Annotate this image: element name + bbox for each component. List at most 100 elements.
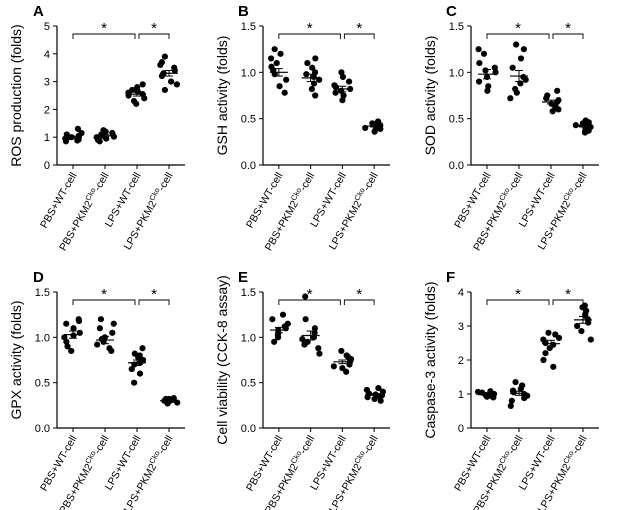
y-tick-label: 0.0 <box>241 160 256 172</box>
data-point <box>339 365 346 372</box>
significance-star: * <box>356 286 362 303</box>
significance-star: * <box>565 20 571 37</box>
data-point <box>474 388 482 396</box>
data-point <box>507 402 514 409</box>
data-point <box>279 311 287 318</box>
data-point <box>283 76 290 83</box>
y-tick-label: 1.5 <box>35 287 50 299</box>
data-point <box>508 397 515 404</box>
significance-star: * <box>101 20 107 37</box>
significance-star: * <box>515 286 521 303</box>
data-point <box>273 59 280 67</box>
data-point <box>331 82 338 89</box>
significance-star: * <box>151 286 157 303</box>
data-point <box>171 64 178 71</box>
data-point <box>554 87 561 94</box>
y-tick-label: 2 <box>458 355 464 367</box>
significance-bracket <box>486 299 550 305</box>
data-point <box>485 83 492 90</box>
data-point <box>338 69 345 76</box>
data-point <box>517 55 525 62</box>
data-point <box>311 325 318 332</box>
data-point <box>284 320 291 327</box>
significance-star: * <box>151 20 157 37</box>
data-point <box>312 92 319 99</box>
y-tick-label: 1.0 <box>241 332 256 344</box>
data-point <box>302 316 309 323</box>
data-point <box>480 50 488 57</box>
y-tick-label: 0.0 <box>35 423 50 435</box>
data-point <box>131 350 138 357</box>
data-point <box>363 386 370 394</box>
data-point <box>519 382 526 389</box>
significance-bracket <box>278 33 341 39</box>
data-point <box>310 73 317 81</box>
y-tick-label: 0.5 <box>241 114 256 126</box>
data-point <box>512 379 519 386</box>
significance-star: * <box>307 286 313 303</box>
significance-star: * <box>565 286 571 303</box>
data-point <box>136 352 143 359</box>
significance-bracket <box>138 299 170 305</box>
panel-e: E 0.0 0.5 1.0 1.5 Cell viability (CCK-8 assay… <box>214 269 390 510</box>
significance-bracket <box>343 33 375 39</box>
data-point <box>379 388 386 395</box>
data-point <box>509 64 516 71</box>
data-point <box>475 78 483 85</box>
data-point <box>96 138 103 145</box>
y-tick-label: 3 <box>44 77 50 89</box>
data-point <box>343 352 350 359</box>
data-point <box>173 81 181 88</box>
data-point <box>276 83 283 90</box>
data-point <box>482 67 489 74</box>
data-point <box>78 129 85 137</box>
data-point <box>540 336 547 343</box>
data-point <box>375 385 382 392</box>
data-point <box>277 50 284 57</box>
data-point <box>136 370 144 377</box>
y-tick-label: 0 <box>44 160 50 172</box>
significance-bracket <box>552 33 584 39</box>
data-point <box>168 78 175 85</box>
data-point <box>299 336 306 343</box>
data-point <box>129 86 136 94</box>
data-point <box>158 59 166 66</box>
significance-star: * <box>515 20 521 37</box>
data-point <box>338 347 345 355</box>
data-point <box>161 86 169 94</box>
data-point <box>134 84 141 91</box>
data-point <box>316 350 323 357</box>
y-tick-label: 0.0 <box>241 423 256 435</box>
data-point <box>520 46 527 53</box>
y-tick-label: 1.0 <box>241 67 256 79</box>
data-point <box>271 338 278 345</box>
data-point <box>97 316 105 323</box>
data-point <box>74 125 82 132</box>
y-tick-label: 1.5 <box>241 287 256 299</box>
y-tick-label: 1.5 <box>449 21 464 33</box>
panel-letter: E <box>238 269 248 286</box>
data-point <box>70 325 77 332</box>
data-point <box>139 345 146 352</box>
data-point <box>75 136 82 143</box>
data-point <box>139 356 147 364</box>
y-tick-label: 1.0 <box>35 332 50 344</box>
significance-star: * <box>101 286 107 303</box>
y-tick-label: 0.0 <box>449 160 464 172</box>
data-point <box>572 122 579 129</box>
significance-bracket <box>278 299 341 305</box>
data-point <box>161 53 168 60</box>
data-point <box>269 316 276 323</box>
y-tick-label: 1.0 <box>449 67 464 79</box>
data-point <box>106 345 113 352</box>
data-point <box>582 117 589 124</box>
y-axis-label: Caspase-3 activity (folds) <box>422 281 438 438</box>
data-point <box>578 328 585 335</box>
significance-bracket <box>552 299 584 305</box>
y-tick-label: 2 <box>44 104 50 116</box>
